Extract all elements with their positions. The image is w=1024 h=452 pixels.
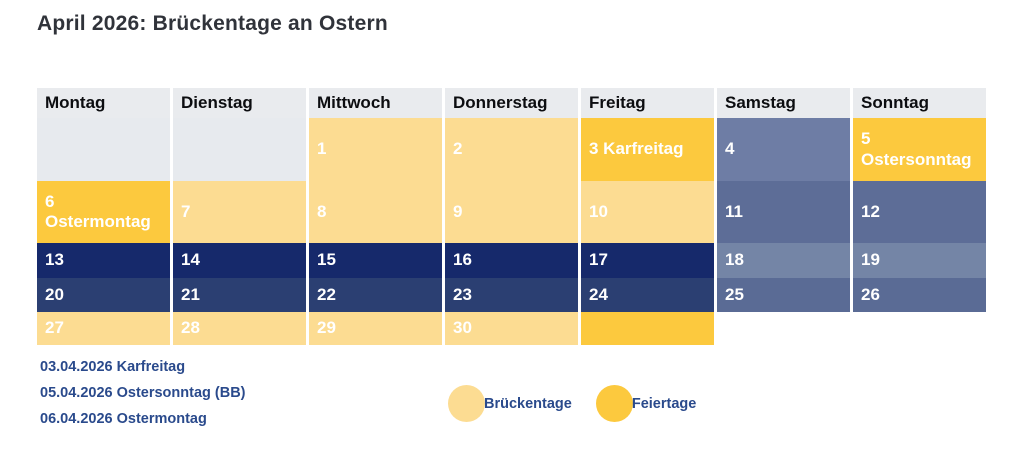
calendar-day-17: 17: [581, 243, 714, 278]
calendar-day-12: 12: [853, 181, 986, 243]
calendar-day-7: 7: [173, 181, 306, 243]
calendar-day-21: 21: [173, 278, 306, 312]
calendar-day-24: 24: [581, 278, 714, 312]
calendar-day-4: 4: [717, 118, 850, 181]
calendar-day-20: 20: [37, 278, 170, 312]
calendar-day-15: 15: [309, 243, 442, 278]
day-header-sonntag: Sonntag: [853, 88, 986, 118]
calendar-day-1: 1: [309, 118, 442, 181]
calendar-cell-empty: [717, 312, 850, 345]
legend-item-brueckentage: Brückentage: [448, 385, 572, 422]
legend-item-feiertage: Feiertage: [595, 385, 697, 422]
holiday-list-item-ostersonntag: 05.04.2026 Ostersonntag (BB): [40, 385, 246, 401]
day-header-montag: Montag: [37, 88, 170, 118]
day-header-samstag: Samstag: [717, 88, 850, 118]
day-header-donnerstag: Donnerstag: [445, 88, 578, 118]
calendar-day-25: 25: [717, 278, 850, 312]
calendar-day-14: 14: [173, 243, 306, 278]
day-header-mittwoch: Mittwoch: [309, 88, 442, 118]
calendar-grid: Montag Dienstag Mittwoch Donnerstag Freitag S…: [37, 88, 986, 345]
calendar-day-5: 5 Ostersonntag: [853, 118, 986, 181]
legend-label: Brückentage: [484, 395, 572, 412]
day-header-dienstag: Dienstag: [173, 88, 306, 118]
bridge-day-swatch: [448, 385, 485, 422]
calendar-day-11: 11: [717, 181, 850, 243]
calendar-day-22: 22: [309, 278, 442, 312]
holiday-list-item-ostermontag: 06.04.2026 Ostermontag: [40, 411, 207, 427]
calendar-cell-empty: [37, 118, 170, 181]
calendar-day-16: 16: [445, 243, 578, 278]
calendar-day-28: 28: [173, 312, 306, 345]
calendar-day-13: 13: [37, 243, 170, 278]
calendar-day-9: 9: [445, 181, 578, 243]
calendar-day-26: 26: [853, 278, 986, 312]
calendar-day-27: 27: [37, 312, 170, 345]
calendar-day-8: 8: [309, 181, 442, 243]
calendar-day-18: 18: [717, 243, 850, 278]
holiday-list: 03.04.2026 Karfreitag 05.04.2026 Osterso…: [40, 354, 246, 432]
calendar-day-10: 10: [581, 181, 714, 243]
holiday-swatch: [595, 385, 633, 422]
calendar-day-30: 30: [445, 312, 578, 345]
calendar-day-29: 29: [309, 312, 442, 345]
calendar-day-2: 2: [445, 118, 578, 181]
calendar-cell-empty: [581, 312, 714, 345]
calendar-day-3: 3 Karfreitag: [581, 118, 714, 181]
page-title: April 2026: Brückentage an Ostern: [37, 12, 388, 35]
calendar-day-6: 6 Ostermontag: [37, 181, 170, 243]
holiday-list-item-karfreitag: 03.04.2026 Karfreitag: [40, 359, 186, 375]
legend: Brückentage Feiertage: [448, 385, 696, 422]
legend-label: Feiertage: [631, 395, 697, 412]
day-header-freitag: Freitag: [581, 88, 714, 118]
calendar-day-19: 19: [853, 243, 986, 278]
calendar-cell-empty: [853, 312, 986, 345]
calendar-day-23: 23: [445, 278, 578, 312]
calendar-cell-empty: [173, 118, 306, 181]
